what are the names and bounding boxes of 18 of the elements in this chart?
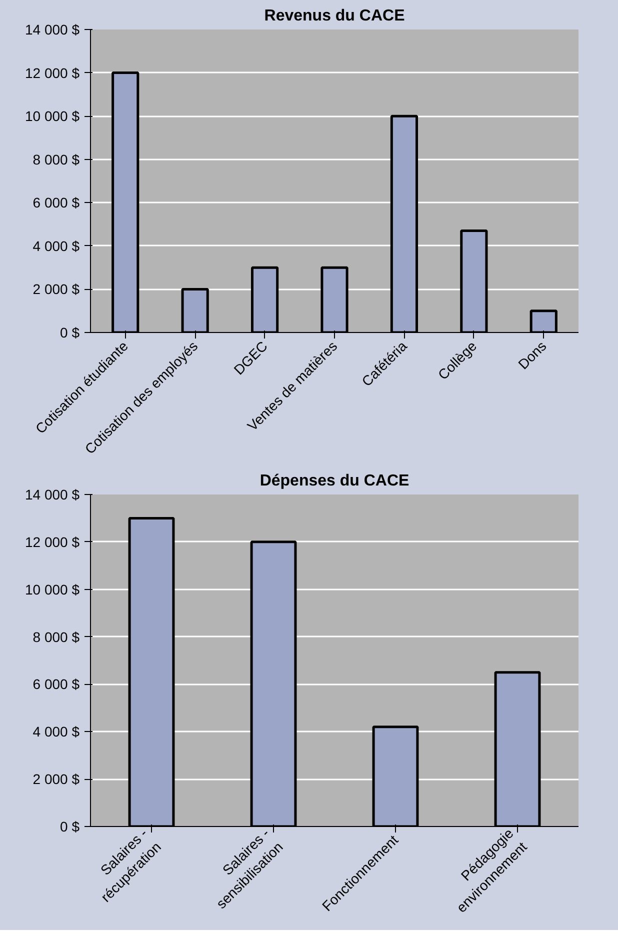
y-tick-label: 0 $: [60, 818, 80, 834]
y-tick-label: 10 000 $: [25, 581, 80, 598]
y-tick-label: 12 000 $: [25, 64, 80, 81]
y-tick-label: 10 000 $: [25, 108, 80, 124]
y-tick-label: 4 000 $: [32, 238, 80, 254]
y-tick-label: 14 000 $: [25, 486, 80, 502]
y-tick-label: 4 000 $: [32, 724, 80, 740]
chart-title: Dépenses du CACE: [260, 472, 410, 490]
y-tick-label: 8 000 $: [32, 151, 80, 168]
y-tick-label: 14 000 $: [25, 22, 80, 38]
y-tick-label: 6 000 $: [32, 676, 80, 692]
y-tick-label: 6 000 $: [32, 194, 80, 211]
y-tick-label: 2 000 $: [32, 281, 80, 298]
y-tick-label: 2 000 $: [32, 771, 80, 788]
y-tick-label: 8 000 $: [32, 628, 80, 645]
chart-title: Revenus du CACE: [264, 8, 406, 24]
y-tick-label: 12 000 $: [25, 534, 80, 550]
y-tick-label: 0 $: [60, 324, 80, 340]
